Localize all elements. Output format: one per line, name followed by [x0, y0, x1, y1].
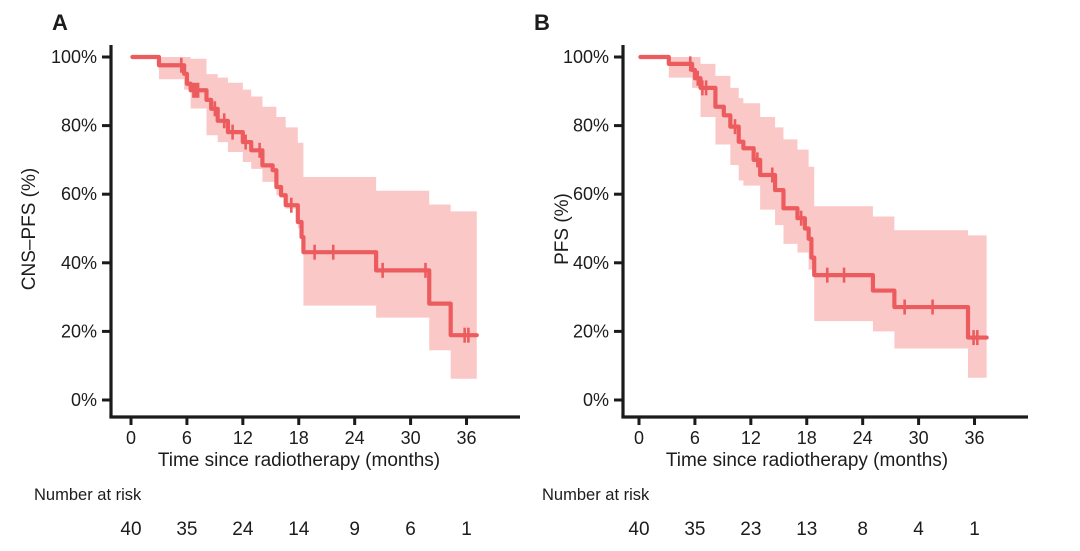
number-at-risk-row: 40 35 23 13 8 4 1 [628, 519, 979, 540]
confidence-band [668, 57, 987, 378]
risk-count: 24 [232, 519, 254, 540]
panel-b-letter: B [534, 10, 550, 35]
x-tick-label: 12 [233, 428, 253, 448]
y-tick-label: 20% [573, 321, 609, 341]
panel-a: 100% 80% 60% 40% 20% 0% 0 6 12 18 24 30 36 40 35 24 14 9 6… [51, 45, 520, 540]
number-at-risk-row: 40 35 24 14 9 6 1 [120, 519, 471, 540]
y-tick-label: 0% [71, 390, 97, 410]
panel-a-number-at-risk-label: Number at risk [34, 486, 142, 504]
risk-count: 6 [405, 519, 416, 540]
confidence-band [158, 57, 477, 379]
x-tick-label: 30 [401, 428, 421, 448]
risk-count: 1 [461, 519, 472, 540]
x-tick-label: 0 [634, 428, 644, 448]
x-tick-label: 6 [690, 428, 700, 448]
km-curve [638, 54, 989, 340]
risk-count: 23 [740, 519, 761, 540]
panel-b-x-axis-title: Time since radiotherapy (months) [665, 450, 949, 471]
x-tick-label: 6 [182, 428, 192, 448]
y-tick-label: 100% [51, 47, 97, 67]
risk-count: 13 [796, 519, 817, 540]
censor-marks [688, 56, 979, 346]
risk-count: 40 [628, 519, 649, 540]
risk-count: 8 [857, 519, 868, 540]
axes: 100% 80% 60% 40% 20% 0% 0 6 12 18 24 30 36 [51, 45, 520, 448]
x-tick-label: 30 [909, 428, 929, 448]
y-tick-label: 100% [563, 47, 609, 67]
risk-count: 14 [288, 519, 310, 540]
risk-count: 40 [120, 519, 141, 540]
y-tick-label: 80% [573, 116, 609, 136]
y-tick-label: 40% [573, 253, 609, 273]
axes: 100% 80% 60% 40% 20% 0% 0 6 12 18 24 30 36 [563, 45, 1028, 448]
risk-count: 35 [176, 519, 197, 540]
risk-count: 4 [913, 519, 924, 540]
y-tick-label: 0% [583, 390, 609, 410]
y-tick-label: 40% [61, 253, 97, 273]
panel-b-y-axis-title: PFS (%) [552, 193, 573, 265]
risk-count: 1 [969, 519, 980, 540]
x-tick-label: 24 [345, 428, 365, 448]
x-tick-label: 18 [289, 428, 309, 448]
y-tick-label: 60% [61, 184, 97, 204]
x-tick-label: 18 [797, 428, 817, 448]
panel-a-letter: A [52, 10, 68, 35]
x-tick-label: 24 [853, 428, 873, 448]
censor-marks [180, 57, 470, 343]
panel-a-x-axis-title: Time since radiotherapy (months) [157, 450, 441, 471]
panel-b-number-at-risk-label: Number at risk [542, 486, 650, 504]
km-curve [130, 54, 479, 338]
risk-count: 9 [349, 519, 360, 540]
risk-count: 35 [684, 519, 705, 540]
x-tick-label: 36 [965, 428, 985, 448]
panel-a-y-axis-title: CNS–PFS (%) [19, 167, 40, 291]
x-tick-label: 12 [741, 428, 761, 448]
x-tick-label: 36 [457, 428, 477, 448]
y-tick-label: 60% [573, 184, 609, 204]
x-tick-label: 0 [126, 428, 136, 448]
y-tick-label: 20% [61, 321, 97, 341]
y-tick-label: 80% [61, 116, 97, 136]
